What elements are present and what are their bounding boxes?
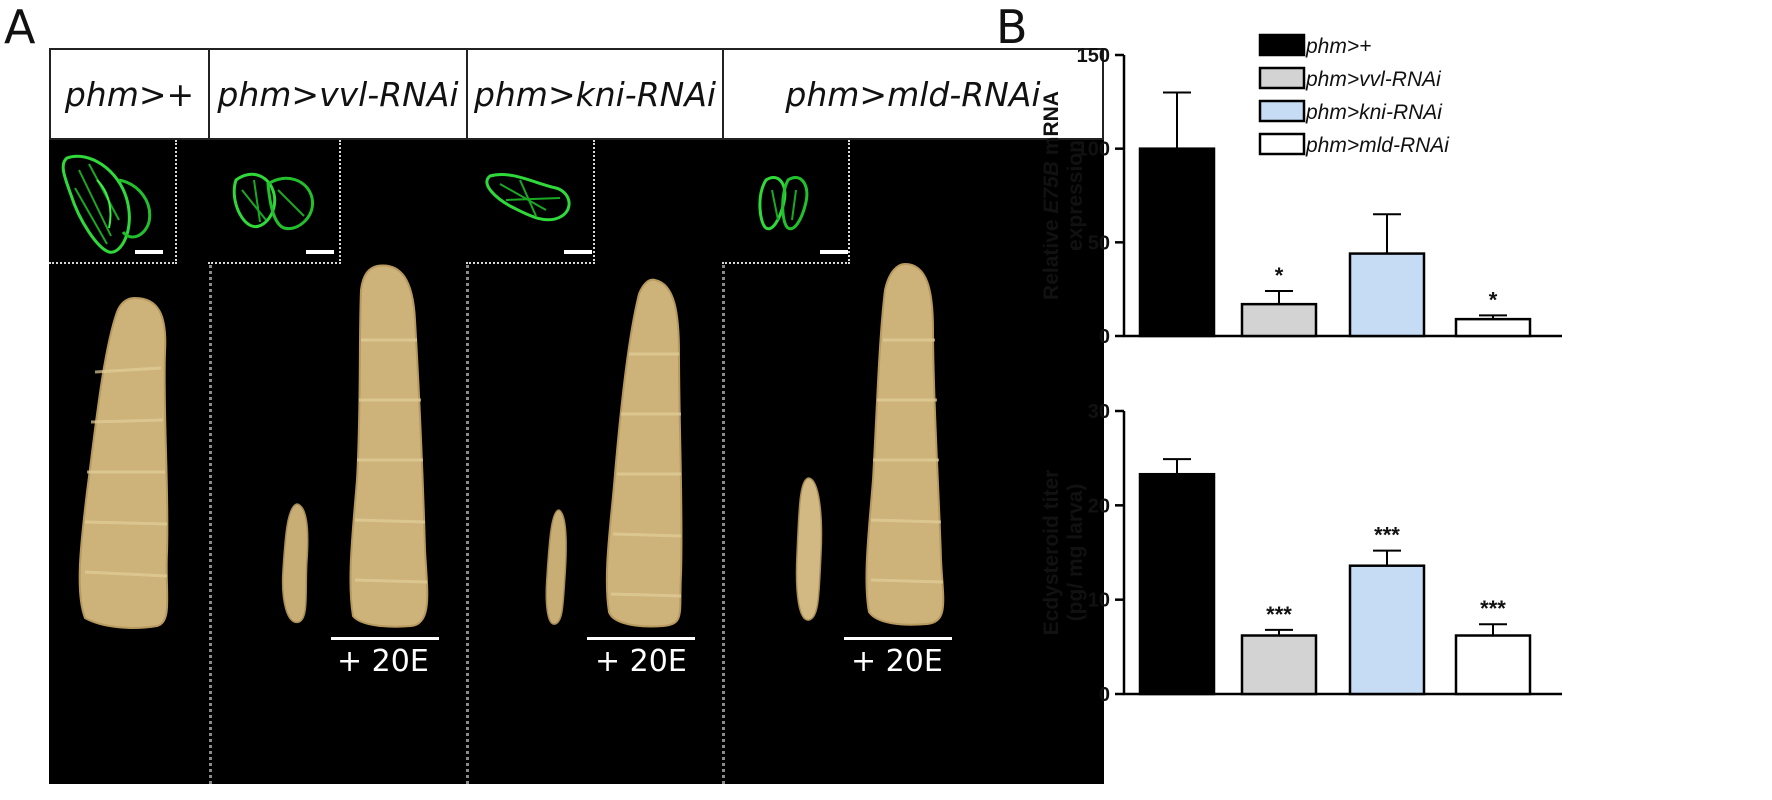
y-axis-label-line2: (pg/ mg larva): [1064, 484, 1087, 622]
ring-gland-image: [61, 154, 152, 254]
y-axis-label-line1: Ecdysteroid titer: [1040, 470, 1063, 636]
panel-letter-b: B: [996, 0, 1028, 54]
significance-label: *: [1489, 287, 1498, 312]
e20-underline: [587, 637, 695, 640]
column-header-vvl: phm>vvl-RNAi: [208, 48, 468, 140]
larva-large-mld-20e: [865, 262, 945, 626]
column-header-mld: phm>mld-RNAi: [722, 48, 1104, 140]
legend-swatch: [1258, 99, 1306, 123]
larva-photo-panel: phm>+ phm>vvl-RNAi phm>kni-RNAi phm>mld-…: [49, 48, 1104, 784]
bar: [1138, 147, 1216, 338]
e20-label: + 20E: [595, 644, 687, 679]
column-divider: [466, 140, 469, 784]
y-axis-label-line1: Relative E75B mRNA: [1040, 91, 1063, 300]
y-tick-label: 50: [1088, 232, 1110, 254]
ring-gland-inset-vvl: [208, 140, 341, 264]
scale-bar: [820, 250, 848, 254]
e20-underline: [844, 637, 952, 640]
ring-gland-inset-mld: [722, 140, 850, 264]
column-divider: [722, 140, 725, 784]
y-tick-label: 20: [1088, 495, 1110, 517]
larva-small-kni: [545, 509, 567, 625]
bar: [1454, 317, 1532, 338]
scale-bar: [306, 250, 334, 254]
ring-gland-inset-control: [49, 140, 177, 264]
ring-gland-inset-kni: [466, 140, 595, 264]
legend-label: phm>+: [1305, 35, 1371, 58]
larva-small-vvl: [281, 503, 309, 624]
y-axis-label-line2: expression: [1064, 140, 1087, 251]
significance-label: ***: [1374, 523, 1400, 548]
bar: [1240, 302, 1318, 338]
e20-label: + 20E: [337, 644, 429, 679]
larva-large-kni-20e: [605, 278, 683, 628]
y-tick-label: 100: [1077, 139, 1110, 161]
legend-swatch: [1258, 66, 1306, 90]
ring-gland-image: [758, 176, 809, 231]
significance-label: ***: [1480, 596, 1506, 621]
larva-small-mld: [795, 477, 823, 621]
panel-letter-a: A: [4, 0, 36, 54]
significance-label: *: [1275, 263, 1284, 288]
scale-bar: [135, 250, 163, 254]
y-tick-label: 10: [1088, 590, 1110, 612]
legend-swatch: [1258, 132, 1306, 156]
chart-ecdysteroid-titer: 0 10 20 30 *** *** *** Ecdysteroid titer (pg/ mg…: [1040, 401, 1562, 706]
legend-label: phm>kni-RNAi: [1305, 101, 1443, 124]
bar: [1138, 472, 1216, 696]
larva-large-vvl-20e: [349, 264, 429, 628]
bar: [1348, 564, 1426, 696]
larva-large-control: [78, 296, 169, 629]
legend-label: phm>vvl-RNAi: [1305, 68, 1442, 91]
bar: [1454, 634, 1532, 696]
column-header-control: phm>+: [49, 48, 210, 140]
y-tick-label: 150: [1077, 45, 1110, 67]
bar: [1240, 634, 1318, 696]
y-tick-label: 30: [1088, 401, 1110, 423]
ring-gland-image: [232, 172, 315, 231]
ring-gland-image: [485, 173, 571, 222]
e20-label: + 20E: [851, 644, 943, 679]
y-tick-label: 0: [1099, 684, 1110, 706]
bar: [1348, 252, 1426, 338]
column-divider: [209, 140, 212, 784]
y-tick-label: 0: [1099, 326, 1110, 348]
legend-label: phm>mld-RNAi: [1305, 134, 1450, 157]
column-header-kni: phm>kni-RNAi: [466, 48, 724, 140]
scale-bar: [564, 250, 592, 254]
y-axis-title: Ecdysteroid titer (pg/ mg larva): [1040, 470, 1087, 636]
significance-label: ***: [1266, 602, 1292, 627]
e20-underline: [331, 637, 439, 640]
legend-swatch: [1258, 33, 1306, 57]
